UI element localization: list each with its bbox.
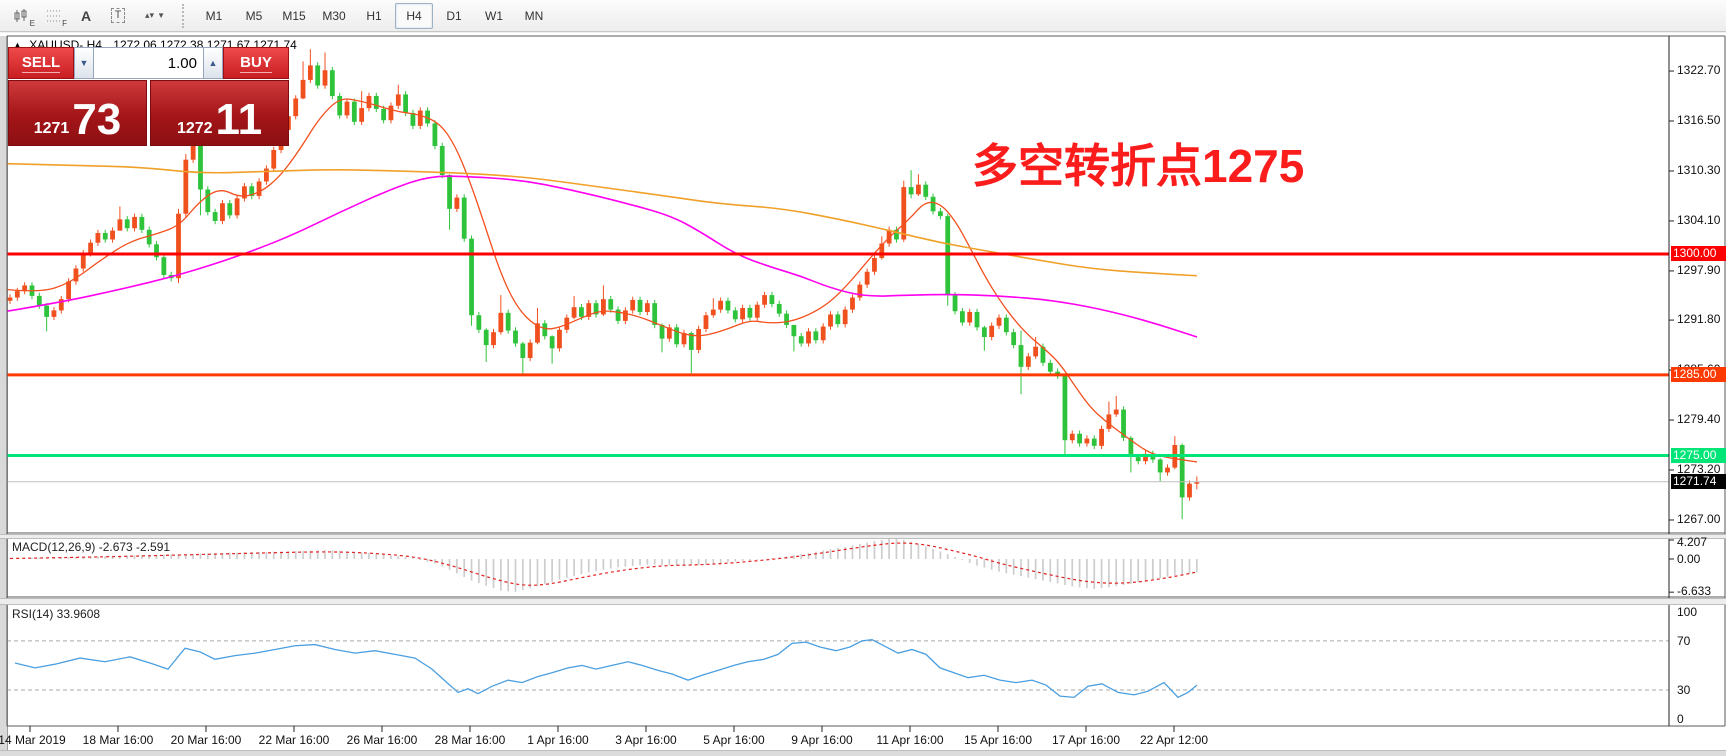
sell-label: SELL <box>21 53 61 73</box>
chart-window[interactable] <box>0 33 1726 751</box>
toolbar-separator <box>182 3 189 28</box>
buy-label: BUY <box>240 53 272 73</box>
grid-glyph <box>47 10 61 21</box>
text-label-icon[interactable]: A <box>80 7 92 24</box>
timeframe-button-m30[interactable]: M30 <box>322 8 346 23</box>
icon-sub-label: E <box>29 18 35 28</box>
window-bottom-edge <box>0 750 1726 756</box>
symbol-arrow-icon: ▲ <box>13 40 22 50</box>
volume-decrease-button[interactable]: ▼ <box>74 47 94 79</box>
sort-arrows-icon[interactable]: ▴▾ ▼ <box>134 2 176 30</box>
timeframe-button-h1[interactable]: H1 <box>366 8 382 23</box>
grid-icon[interactable]: F <box>38 2 70 30</box>
ma-fast-line <box>6 98 1198 463</box>
timeframe-button-m1[interactable]: M1 <box>205 8 223 23</box>
candles-glyph <box>14 8 27 22</box>
sell-price-display[interactable]: 1271 73 <box>8 80 147 146</box>
main-toolbar: E F A T ▴▾ ▼ M1 M5 M15 M30 H1 H4 D1 W1 MN <box>0 0 1726 32</box>
indicators-icon[interactable]: E <box>6 2 38 30</box>
macd-histogram <box>9 538 1198 592</box>
chart-annotation-text: 多空转折点1275 <box>972 140 1305 192</box>
sell-price-handle: 1271 <box>33 120 70 137</box>
volume-increase-button[interactable]: ▲ <box>203 47 223 79</box>
t-glyph: T <box>110 8 126 23</box>
ma-mid-line <box>6 175 1198 338</box>
timeframe-button-m5[interactable]: M5 <box>245 8 263 23</box>
timeframe-group: M1 M5 M15 M30 H1 H4 D1 W1 MN <box>195 2 553 29</box>
buy-button[interactable]: BUY <box>223 47 289 79</box>
rsi-line <box>14 638 1198 699</box>
chevron-up-icon: ▲ <box>208 58 218 68</box>
timeframe-button-mn[interactable]: MN <box>524 8 544 23</box>
trade-controls-row: SELL ▼ ▲ BUY <box>8 47 289 79</box>
icon-sub-label: F <box>62 18 67 28</box>
timeframe-button-d1[interactable]: D1 <box>446 8 462 23</box>
chevron-down-icon: ▼ <box>79 58 89 68</box>
timeframe-button-h4[interactable]: H4 <box>395 2 433 29</box>
candlestick-series <box>7 49 1200 520</box>
chevron-down-icon: ▼ <box>157 11 165 20</box>
arrows-glyph: ▴▾ <box>145 10 155 20</box>
buy-price-pips: 11 <box>215 95 263 144</box>
quote-divider <box>147 80 150 146</box>
timeframe-button-w1[interactable]: W1 <box>485 8 503 23</box>
trade-quotes-row: 1271 73 1272 11 <box>8 80 289 146</box>
macd-signal-line <box>9 542 1198 586</box>
text-box-icon[interactable]: T <box>102 2 134 30</box>
buy-price-handle: 1272 <box>176 120 213 137</box>
sell-button[interactable]: SELL <box>8 47 74 79</box>
one-click-trade-panel: SELL ▼ ▲ BUY 1271 73 1272 11 <box>8 47 289 146</box>
buy-price-display[interactable]: 1272 11 <box>150 80 289 146</box>
timeframe-button-m15[interactable]: M15 <box>282 8 306 23</box>
volume-input[interactable] <box>94 47 203 79</box>
sell-price-pips: 73 <box>72 95 122 144</box>
